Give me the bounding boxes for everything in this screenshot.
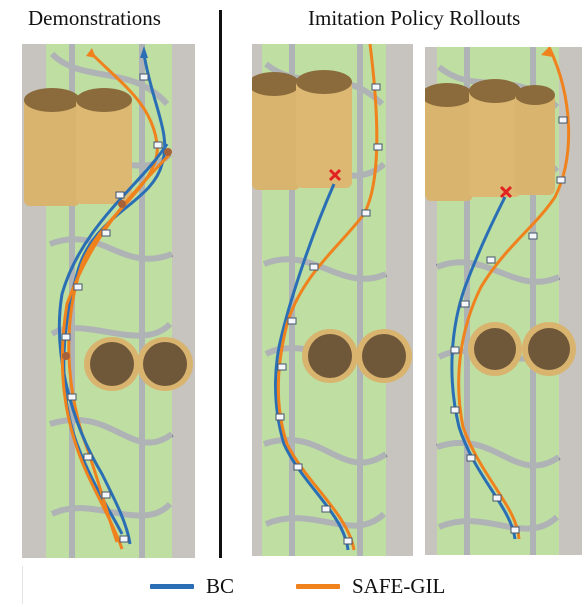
demonstrations-panel	[22, 44, 195, 558]
bc-label: BC	[206, 574, 235, 598]
safe-gil-arrowhead	[541, 47, 553, 57]
tube-obstacle-pair-top	[24, 88, 132, 206]
bc-swatch	[150, 584, 194, 589]
safe-gil-rollout-path	[276, 44, 379, 551]
legend-item-bc: BC	[150, 574, 234, 599]
safe-gil-demo-path-1	[67, 52, 159, 543]
frame-edge	[22, 566, 23, 604]
tube-obstacle-pair-top	[425, 79, 555, 201]
legend-item-safe-gil: SAFE-GIL	[296, 574, 445, 599]
demonstrations-scene	[22, 44, 195, 558]
rollout-panel-1	[252, 44, 413, 556]
car-markers	[61, 73, 163, 543]
safe-gil-arrowhead	[86, 48, 96, 58]
bc-arrowhead	[140, 46, 148, 58]
car-markers	[275, 83, 383, 545]
bc-rollout-path	[450, 196, 517, 540]
safe-gil-label: SAFE-GIL	[352, 574, 446, 598]
tube-obstacle-pair-bottom	[84, 337, 193, 391]
rollout-panel-2	[425, 47, 582, 555]
bc-rollout-path	[274, 183, 350, 551]
bc-demo-path-1	[62, 53, 167, 535]
safe-gil-demo-path-2	[60, 152, 172, 550]
section-divider	[219, 10, 222, 558]
collision-marker	[328, 168, 342, 182]
collision-marker	[499, 185, 513, 199]
tube-obstacle-pair-bottom	[468, 322, 576, 376]
rollout-scene-1	[252, 44, 413, 556]
car-markers	[450, 116, 568, 534]
safe-gil-rollout-path	[457, 47, 571, 540]
legend: BC SAFE-GIL	[0, 568, 588, 604]
demonstrations-title: Demonstrations	[28, 6, 161, 30]
rollouts-title: Imitation Policy Rollouts	[308, 6, 521, 30]
safe-gil-swatch	[296, 584, 340, 589]
rollout-scene-2	[425, 47, 582, 555]
tube-obstacle-pair-bottom	[302, 329, 412, 383]
brown-markers	[62, 148, 172, 360]
tube-obstacle-pair-top	[252, 70, 352, 190]
